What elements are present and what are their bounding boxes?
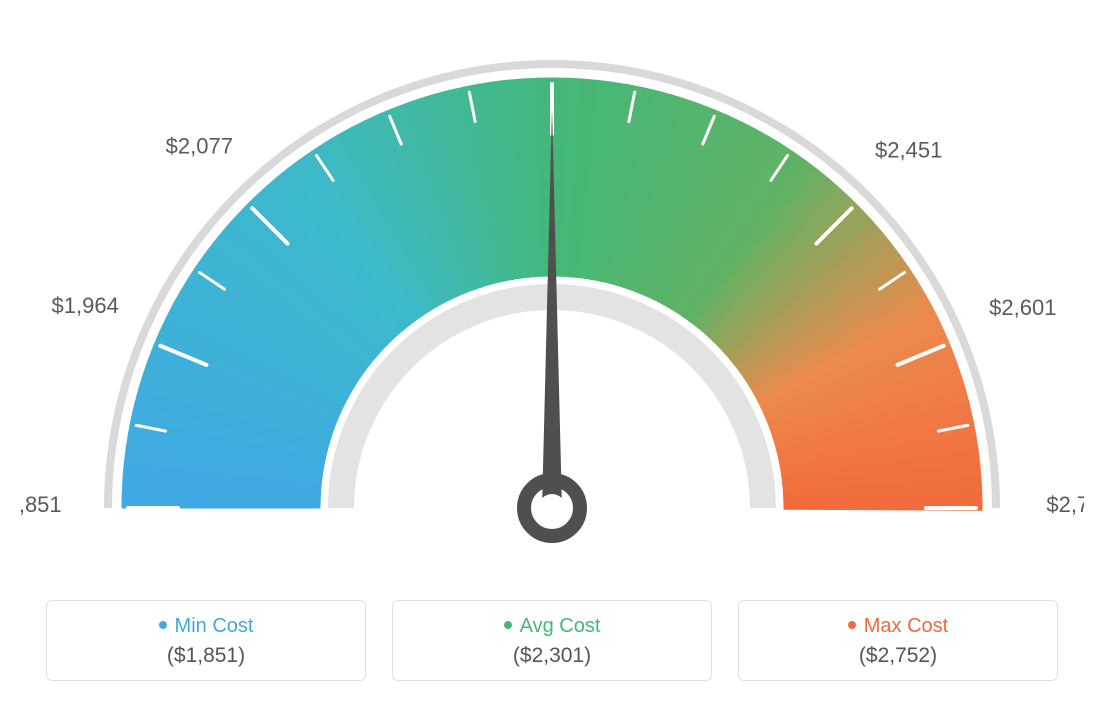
gauge-tick-label: $2,601 [989,295,1056,320]
legend-card-min: Min Cost ($1,851) [46,600,366,681]
legend-max-title: Max Cost [749,615,1047,638]
legend-min-value: ($1,851) [57,644,355,668]
legend-card-max: Max Cost ($2,752) [738,600,1058,681]
gauge-tick-label: $1,964 [52,293,119,318]
gauge-tick-label: $2,752 [1046,492,1084,517]
legend-avg-value: ($2,301) [403,644,701,668]
legend-avg-label: Avg Cost [520,615,601,637]
legend-max-value: ($2,752) [749,644,1047,668]
gauge-tick-label: $2,451 [875,137,942,162]
legend-row: Min Cost ($1,851) Avg Cost ($2,301) Max … [20,600,1084,681]
dot-icon [848,621,856,629]
legend-avg-title: Avg Cost [403,615,701,638]
gauge-needle-hub-center [538,494,566,522]
gauge-svg: $1,851$1,964$2,077$2,301$2,451$2,601$2,7… [20,20,1084,580]
legend-card-avg: Avg Cost ($2,301) [392,600,712,681]
gauge-tick-label: $2,077 [166,133,233,158]
gauge-chart: $1,851$1,964$2,077$2,301$2,451$2,601$2,7… [20,20,1084,580]
dot-icon [159,621,167,629]
legend-min-title: Min Cost [57,615,355,638]
legend-max-label: Max Cost [864,615,948,637]
legend-min-label: Min Cost [175,615,254,637]
gauge-tick-label: $1,851 [20,492,62,517]
dot-icon [504,621,512,629]
